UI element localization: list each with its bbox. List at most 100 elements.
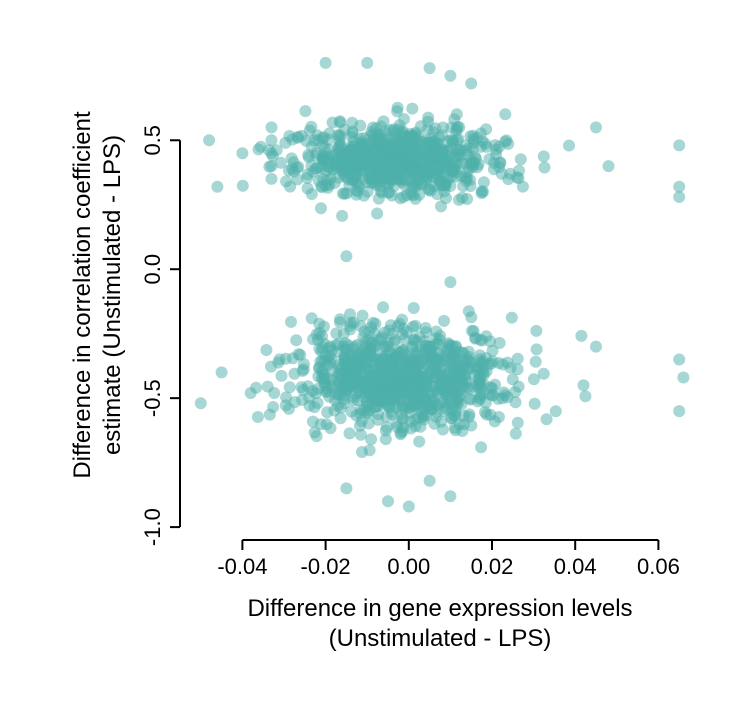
data-point: [370, 387, 382, 399]
data-point: [336, 210, 348, 222]
data-point: [280, 175, 292, 187]
data-point: [301, 172, 313, 184]
data-point: [444, 276, 456, 288]
data-point: [395, 427, 407, 439]
data-point: [440, 155, 452, 167]
data-point: [203, 134, 215, 146]
data-point: [365, 433, 377, 445]
data-point: [290, 334, 302, 346]
data-point: [444, 70, 456, 82]
data-point: [360, 355, 372, 367]
data-point: [530, 356, 542, 368]
data-point: [413, 436, 425, 448]
data-point: [411, 177, 423, 189]
data-point: [563, 140, 575, 152]
data-point: [267, 401, 279, 413]
x-tick-label: -0.02: [301, 554, 351, 579]
data-point: [400, 387, 412, 399]
y-tick-label: -0.5: [140, 379, 165, 417]
data-point: [306, 160, 318, 172]
data-point: [299, 105, 311, 117]
data-point: [346, 372, 358, 384]
data-point: [372, 373, 384, 385]
data-point: [268, 387, 280, 399]
data-point: [245, 387, 257, 399]
data-point: [377, 301, 389, 313]
data-point: [451, 108, 463, 120]
data-point: [420, 322, 432, 334]
data-point: [320, 57, 332, 69]
data-point: [506, 312, 518, 324]
x-tick-label: 0.00: [387, 554, 430, 579]
y-tick-label: -1.0: [140, 508, 165, 546]
data-point: [354, 120, 366, 132]
data-point: [515, 153, 527, 165]
data-point: [371, 208, 383, 220]
data-point: [478, 176, 490, 188]
data-point: [195, 397, 207, 409]
data-point: [253, 143, 265, 155]
data-point: [590, 121, 602, 133]
data-point: [317, 173, 329, 185]
data-point: [458, 418, 470, 430]
data-point: [397, 344, 409, 356]
data-point: [484, 335, 496, 347]
data-point: [538, 150, 550, 162]
data-point: [367, 149, 379, 161]
data-point: [367, 317, 379, 329]
data-point: [447, 164, 459, 176]
data-point: [340, 250, 352, 262]
data-point: [430, 326, 442, 338]
data-point: [292, 131, 304, 143]
data-point: [575, 330, 587, 342]
data-point: [345, 317, 357, 329]
data-point: [355, 429, 367, 441]
data-point: [392, 147, 404, 159]
data-point: [351, 177, 363, 189]
data-point: [466, 161, 478, 173]
x-axis-label-line1: Difference in gene expression levels: [247, 595, 632, 622]
data-point: [677, 372, 689, 384]
data-point: [367, 176, 379, 188]
data-point: [550, 405, 562, 417]
data-point: [531, 343, 543, 355]
data-point: [266, 160, 278, 172]
scatter-plot: -0.04-0.020.000.020.040.06-1.0-0.50.00.5…: [0, 0, 750, 712]
data-point: [502, 391, 514, 403]
data-point: [331, 161, 343, 173]
data-point: [236, 147, 248, 159]
data-point: [266, 121, 278, 133]
data-point: [298, 363, 310, 375]
data-point: [452, 121, 464, 133]
data-point: [502, 138, 514, 150]
data-point: [538, 368, 550, 380]
data-point: [307, 416, 319, 428]
x-tick-label: -0.04: [217, 554, 267, 579]
data-point: [340, 482, 352, 494]
data-point: [334, 129, 346, 141]
x-axis-label-line2: (Unstimulated - LPS): [329, 625, 552, 652]
data-point: [341, 187, 353, 199]
data-point: [578, 379, 590, 391]
data-point: [348, 394, 360, 406]
data-point: [461, 382, 473, 394]
data-point: [422, 359, 434, 371]
data-point: [265, 361, 277, 373]
data-point: [334, 117, 346, 129]
data-point: [457, 363, 469, 375]
data-point: [412, 159, 424, 171]
data-point: [444, 490, 456, 502]
data-point: [510, 428, 522, 440]
data-point: [314, 327, 326, 339]
data-point: [237, 180, 249, 192]
data-point: [211, 181, 223, 193]
data-point: [376, 359, 388, 371]
data-point: [428, 418, 440, 430]
data-point: [333, 346, 345, 358]
data-point: [539, 162, 551, 174]
y-axis-label-line2: estimate (Unstimulated - LPS): [99, 135, 126, 455]
data-point: [323, 134, 335, 146]
data-point: [313, 362, 325, 374]
data-point: [469, 332, 481, 344]
data-point: [442, 135, 454, 147]
